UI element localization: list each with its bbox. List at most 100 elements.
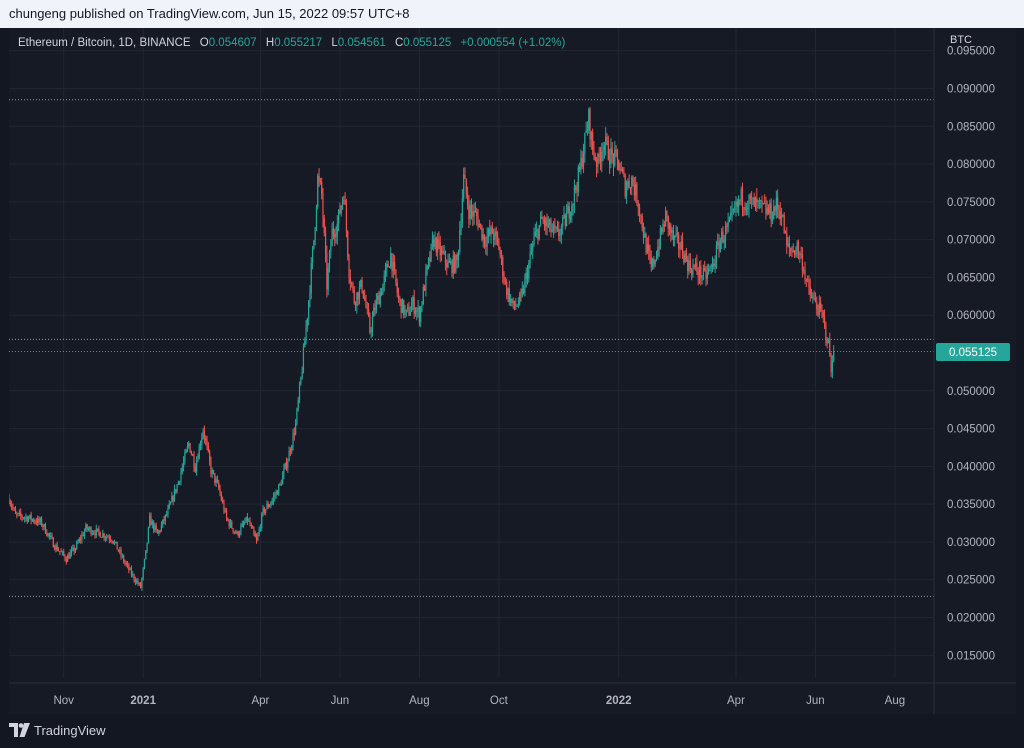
- candle[interactable]: [801, 247, 804, 278]
- candle[interactable]: [440, 245, 443, 262]
- candle[interactable]: [78, 537, 80, 543]
- candle[interactable]: [100, 536, 103, 538]
- candle[interactable]: [662, 219, 664, 235]
- candle[interactable]: [705, 265, 707, 287]
- candle[interactable]: [149, 512, 151, 529]
- candle[interactable]: [248, 518, 250, 523]
- candle[interactable]: [464, 167, 466, 179]
- candle[interactable]: [602, 141, 604, 162]
- candle[interactable]: [691, 267, 693, 281]
- candle[interactable]: [330, 239, 332, 259]
- candle[interactable]: [451, 259, 453, 278]
- candle[interactable]: [805, 278, 807, 288]
- candle[interactable]: [308, 300, 310, 326]
- candle[interactable]: [605, 127, 607, 156]
- candle[interactable]: [155, 522, 157, 533]
- candle[interactable]: [550, 217, 552, 238]
- candle[interactable]: [29, 514, 31, 520]
- candle[interactable]: [104, 535, 107, 543]
- candle[interactable]: [86, 523, 88, 533]
- candle[interactable]: [711, 256, 714, 273]
- candle[interactable]: [549, 218, 551, 233]
- candle[interactable]: [240, 523, 242, 536]
- candle[interactable]: [665, 206, 667, 227]
- candle[interactable]: [551, 223, 553, 233]
- candle[interactable]: [506, 278, 508, 300]
- candle[interactable]: [513, 300, 516, 311]
- candle[interactable]: [20, 508, 22, 520]
- candle[interactable]: [233, 531, 235, 535]
- candle[interactable]: [422, 283, 424, 306]
- candle[interactable]: [507, 287, 509, 303]
- candle[interactable]: [335, 226, 337, 244]
- candle[interactable]: [192, 453, 194, 457]
- candle[interactable]: [645, 232, 647, 256]
- candle[interactable]: [321, 177, 323, 200]
- candle[interactable]: [547, 216, 549, 229]
- candle[interactable]: [735, 196, 737, 217]
- candle[interactable]: [370, 326, 372, 339]
- candle[interactable]: [558, 221, 560, 241]
- candle[interactable]: [611, 142, 613, 164]
- candle[interactable]: [563, 206, 565, 219]
- candle[interactable]: [631, 175, 633, 196]
- candle[interactable]: [684, 250, 686, 263]
- candle[interactable]: [575, 184, 577, 194]
- candle[interactable]: [168, 500, 170, 510]
- candle[interactable]: [791, 245, 793, 258]
- candle[interactable]: [42, 523, 44, 531]
- candle[interactable]: [751, 191, 753, 209]
- candle[interactable]: [121, 553, 123, 559]
- candle[interactable]: [537, 228, 539, 245]
- candle[interactable]: [487, 227, 490, 244]
- candle[interactable]: [649, 244, 651, 264]
- candle[interactable]: [590, 130, 592, 150]
- candle[interactable]: [509, 294, 512, 307]
- candle[interactable]: [26, 515, 28, 524]
- candle[interactable]: [723, 234, 725, 250]
- tradingview-logo-icon[interactable]: [9, 723, 31, 737]
- candle[interactable]: [494, 227, 496, 246]
- candle[interactable]: [635, 176, 637, 203]
- candle[interactable]: [404, 304, 406, 319]
- candle[interactable]: [271, 497, 273, 506]
- candle[interactable]: [414, 307, 417, 317]
- candle[interactable]: [623, 167, 625, 178]
- candle[interactable]: [457, 249, 460, 268]
- candle[interactable]: [392, 253, 394, 279]
- candle[interactable]: [33, 517, 35, 524]
- candle[interactable]: [439, 235, 441, 263]
- candle[interactable]: [627, 178, 629, 191]
- candle[interactable]: [528, 260, 530, 283]
- candle[interactable]: [246, 513, 249, 525]
- candle[interactable]: [820, 296, 822, 313]
- candle[interactable]: [749, 192, 751, 205]
- candle[interactable]: [9, 493, 10, 505]
- candle[interactable]: [274, 491, 276, 502]
- candle[interactable]: [80, 534, 82, 544]
- brand-name[interactable]: TradingView: [34, 723, 106, 738]
- candle[interactable]: [787, 237, 789, 248]
- candle[interactable]: [676, 226, 678, 244]
- candle[interactable]: [821, 304, 823, 319]
- candle[interactable]: [106, 533, 108, 541]
- candle[interactable]: [536, 221, 538, 239]
- candle[interactable]: [737, 195, 740, 216]
- candle[interactable]: [164, 514, 166, 526]
- candle[interactable]: [619, 162, 621, 175]
- candle[interactable]: [614, 141, 616, 168]
- candle[interactable]: [568, 201, 570, 225]
- candle[interactable]: [366, 301, 368, 315]
- candle[interactable]: [128, 562, 130, 574]
- candle[interactable]: [683, 250, 685, 265]
- candle[interactable]: [190, 450, 192, 456]
- candle[interactable]: [300, 376, 302, 386]
- candle[interactable]: [539, 211, 542, 227]
- candle[interactable]: [262, 505, 264, 517]
- candle[interactable]: [220, 491, 222, 502]
- candle[interactable]: [792, 243, 794, 253]
- candle[interactable]: [69, 549, 71, 559]
- candle[interactable]: [18, 509, 21, 517]
- candle[interactable]: [390, 247, 392, 270]
- candle[interactable]: [586, 121, 589, 136]
